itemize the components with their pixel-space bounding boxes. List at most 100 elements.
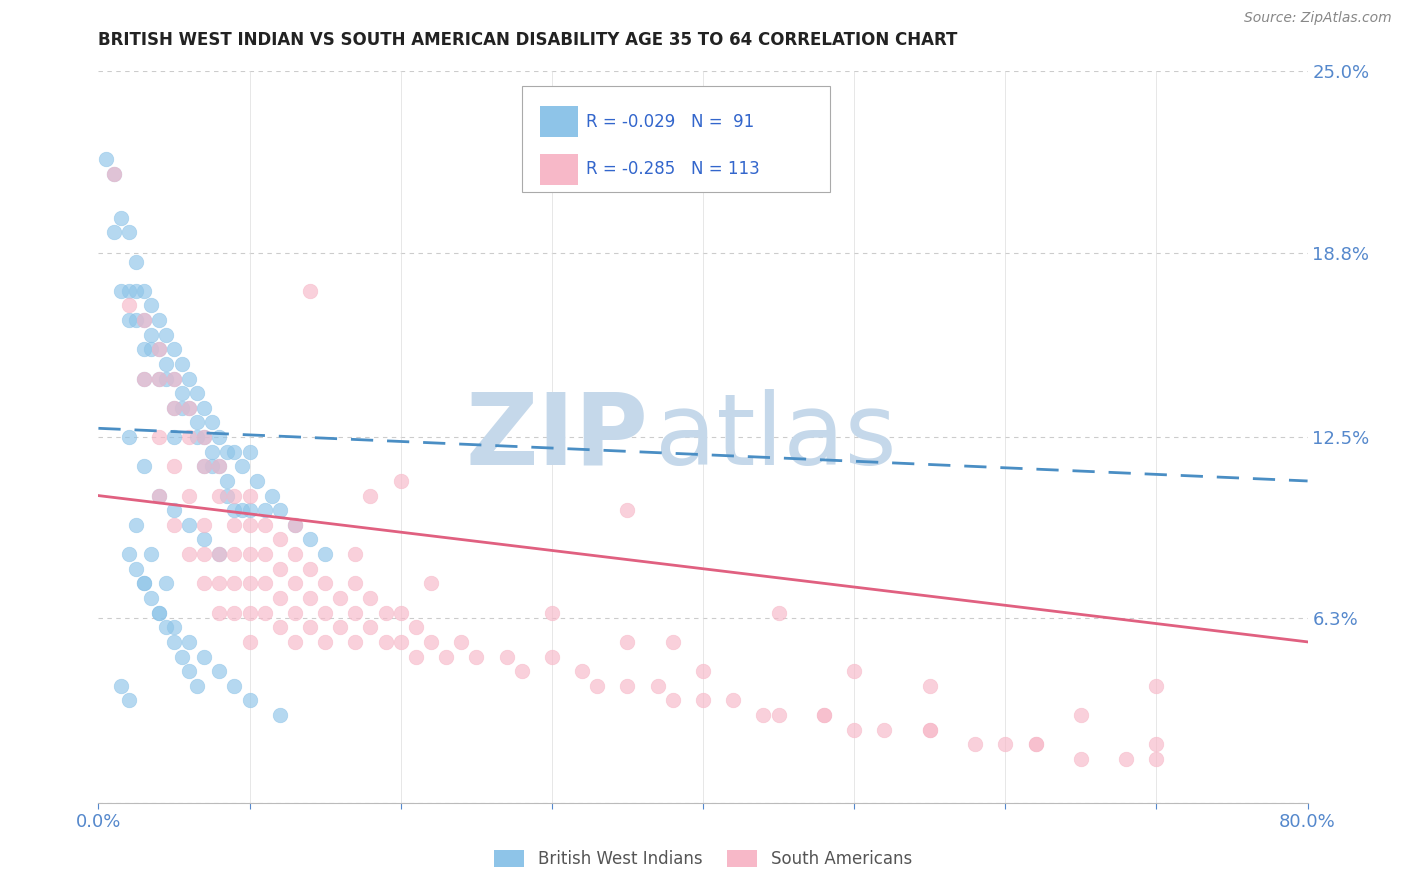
Point: [389, 635, 412, 649]
Point: [163, 401, 186, 415]
Point: [269, 591, 291, 605]
Point: [179, 517, 201, 532]
Point: [269, 562, 291, 576]
Point: [179, 635, 201, 649]
Point: [103, 225, 125, 239]
Point: [450, 635, 472, 649]
Point: [163, 401, 186, 415]
Point: [360, 620, 382, 634]
Point: [239, 635, 262, 649]
Point: [170, 357, 193, 371]
Point: [239, 576, 262, 591]
Point: [208, 430, 231, 444]
Point: [208, 547, 231, 561]
Point: [1070, 752, 1092, 766]
Point: [813, 708, 835, 723]
Point: [224, 517, 246, 532]
Point: [314, 635, 336, 649]
Point: [170, 401, 193, 415]
Point: [163, 371, 186, 385]
Point: [163, 503, 186, 517]
Point: [179, 664, 201, 678]
Point: [224, 489, 246, 503]
Point: [224, 679, 246, 693]
Point: [103, 167, 125, 181]
Point: [405, 649, 427, 664]
Point: [141, 298, 163, 312]
Point: [110, 284, 132, 298]
Point: [329, 591, 352, 605]
Point: [132, 576, 155, 591]
Point: [141, 547, 163, 561]
Point: [918, 723, 941, 737]
Point: [661, 635, 683, 649]
Point: [94, 152, 117, 166]
Point: [1024, 737, 1046, 751]
Point: [692, 664, 714, 678]
Text: atlas: atlas: [655, 389, 896, 485]
Point: [420, 635, 443, 649]
Point: [434, 649, 457, 664]
Point: [1144, 737, 1167, 751]
Point: [231, 503, 253, 517]
Point: [374, 606, 396, 620]
Point: [269, 503, 291, 517]
Text: R = -0.285   N = 113: R = -0.285 N = 113: [586, 161, 759, 178]
Point: [215, 444, 238, 458]
Point: [389, 606, 412, 620]
Point: [110, 211, 132, 225]
Point: [155, 371, 177, 385]
Point: [299, 284, 322, 298]
Point: [299, 620, 322, 634]
Point: [1144, 752, 1167, 766]
Point: [155, 357, 177, 371]
Point: [155, 620, 177, 634]
Point: [148, 430, 170, 444]
Point: [299, 591, 322, 605]
Point: [103, 167, 125, 181]
Point: [193, 401, 215, 415]
Point: [344, 547, 367, 561]
Point: [239, 503, 262, 517]
Point: [224, 606, 246, 620]
Point: [148, 606, 170, 620]
Point: [239, 693, 262, 707]
Point: [231, 459, 253, 474]
Point: [163, 430, 186, 444]
Point: [208, 459, 231, 474]
Point: [1115, 752, 1137, 766]
Point: [118, 284, 141, 298]
Point: [389, 474, 412, 488]
Point: [132, 576, 155, 591]
Point: [344, 576, 367, 591]
Point: [110, 679, 132, 693]
Point: [132, 313, 155, 327]
Point: [141, 343, 163, 357]
Point: [141, 327, 163, 342]
Point: [148, 371, 170, 385]
Point: [813, 708, 835, 723]
Point: [148, 313, 170, 327]
Point: [965, 737, 987, 751]
Text: ZIP: ZIP: [465, 389, 648, 485]
Point: [193, 547, 215, 561]
Point: [768, 708, 790, 723]
Point: [253, 503, 276, 517]
Point: [193, 459, 215, 474]
Point: [215, 489, 238, 503]
Point: [918, 723, 941, 737]
Point: [616, 635, 638, 649]
Point: [253, 606, 276, 620]
Point: [360, 591, 382, 605]
Point: [132, 343, 155, 357]
Point: [873, 723, 896, 737]
Point: [374, 635, 396, 649]
Point: [540, 606, 562, 620]
Point: [148, 489, 170, 503]
Point: [768, 606, 790, 620]
Point: [179, 401, 201, 415]
Point: [495, 649, 517, 664]
Point: [148, 343, 170, 357]
Point: [329, 620, 352, 634]
Point: [253, 517, 276, 532]
